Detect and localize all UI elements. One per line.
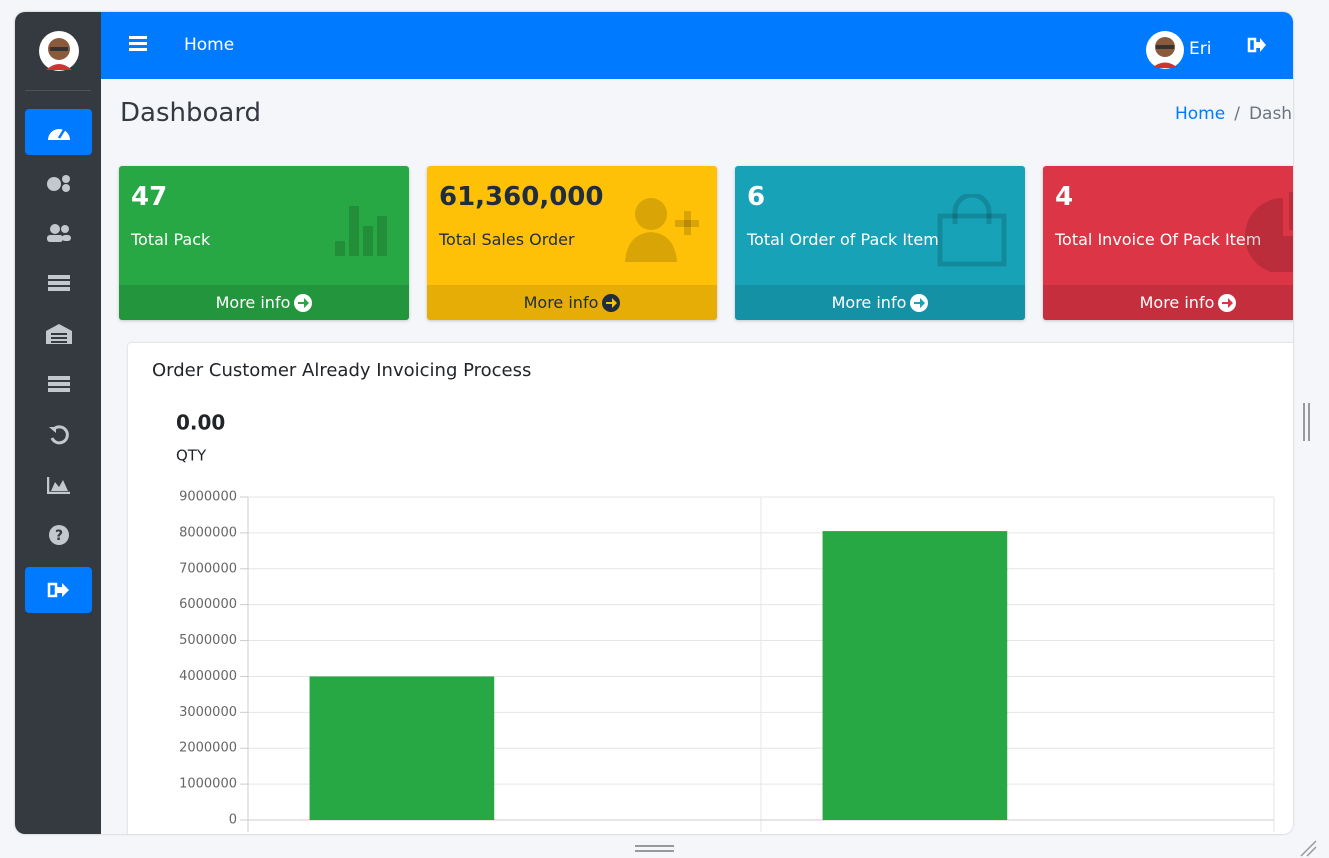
info-card: 47 Total Pack More info <box>119 166 409 320</box>
nav-list-2[interactable] <box>25 361 92 407</box>
info-card: 4 Total Invoice Of Pack Item More info <box>1043 166 1293 320</box>
card-value: 47 <box>131 182 168 212</box>
sidebar: ? <box>15 12 101 834</box>
nav-dashboard[interactable] <box>25 109 92 155</box>
more-info-text: More info <box>523 293 599 312</box>
card-label: Total Pack <box>131 230 211 249</box>
svg-text:?: ? <box>54 528 62 544</box>
breadcrumb-separator: / <box>1234 104 1240 124</box>
top-navbar: Home Eri <box>101 12 1293 79</box>
card-icon <box>1245 192 1293 272</box>
card-value: 6 <box>747 182 766 212</box>
more-info-link[interactable]: More info <box>119 285 409 320</box>
breadcrumb-link[interactable]: Home <box>1175 104 1226 124</box>
avatar <box>39 31 79 71</box>
menu-toggle[interactable] <box>129 36 147 52</box>
nav-settings[interactable] <box>25 160 92 206</box>
card-label: Total Invoice Of Pack Item <box>1055 230 1262 249</box>
app-window: ? Home Eri Dashboard Home / Dashboard 47 To… <box>15 12 1293 834</box>
breadcrumb-current: Dashboard <box>1248 104 1293 124</box>
y-tick-label: 3000000 <box>179 705 237 720</box>
card-icon <box>937 194 1007 267</box>
breadcrumb: Home / Dashboard <box>1175 104 1293 124</box>
resize-handle[interactable] <box>1303 403 1305 441</box>
more-info-link[interactable]: More info <box>1043 285 1293 320</box>
card-icon <box>335 206 387 256</box>
y-tick-label: 8000000 <box>179 525 237 540</box>
chart-total: 0.00 <box>176 411 225 435</box>
chart-total-label: QTY <box>176 447 207 465</box>
more-info-text: More info <box>831 293 907 312</box>
y-tick-label: 4000000 <box>179 669 237 684</box>
bar <box>309 676 495 820</box>
chart-card: Order Customer Already Invoicing Process… <box>128 343 1293 834</box>
y-tick-label: 6000000 <box>179 597 237 612</box>
nav-history[interactable] <box>25 412 92 458</box>
card-label: Total Sales Order <box>439 230 575 249</box>
nav-logout[interactable] <box>25 567 92 613</box>
divider <box>25 90 91 91</box>
more-info-link[interactable]: More info <box>735 285 1025 320</box>
y-tick-label: 0 <box>229 813 237 828</box>
info-card: 61,360,000 Total Sales Order More info <box>427 166 717 320</box>
info-card: 6 Total Order of Pack Item More info <box>735 166 1025 320</box>
user-avatar <box>1146 31 1184 69</box>
nav-report[interactable] <box>25 462 92 508</box>
chart-title: Order Customer Already Invoicing Process <box>152 360 531 381</box>
card-value: 4 <box>1055 182 1074 212</box>
more-info-text: More info <box>1139 293 1215 312</box>
y-tick-label: 7000000 <box>179 561 237 576</box>
more-info-text: More info <box>215 293 291 312</box>
y-tick-label: 5000000 <box>179 633 237 648</box>
card-label: Total Order of Pack Item <box>747 230 939 249</box>
nav-list[interactable] <box>25 260 92 306</box>
resize-handle[interactable] <box>635 845 674 847</box>
y-tick-label: 1000000 <box>179 777 237 792</box>
y-tick-label: 9000000 <box>179 490 237 505</box>
nav-home-link[interactable]: Home <box>184 35 235 55</box>
page-title: Dashboard <box>120 98 262 128</box>
nav-warehouse[interactable] <box>25 311 92 357</box>
card-icon <box>625 198 699 262</box>
nav-help[interactable]: ? <box>25 512 92 558</box>
logout-button[interactable] <box>1247 36 1267 54</box>
chart: Order Customer Already Invoicing Process… <box>152 360 1275 832</box>
nav-users[interactable] <box>25 210 92 256</box>
user-name[interactable]: Eri <box>1189 39 1212 59</box>
resize-corner[interactable] <box>1298 838 1318 858</box>
bar <box>822 531 1008 820</box>
y-tick-label: 2000000 <box>179 741 237 756</box>
more-info-link[interactable]: More info <box>427 285 717 320</box>
card-value: 61,360,000 <box>439 182 604 212</box>
